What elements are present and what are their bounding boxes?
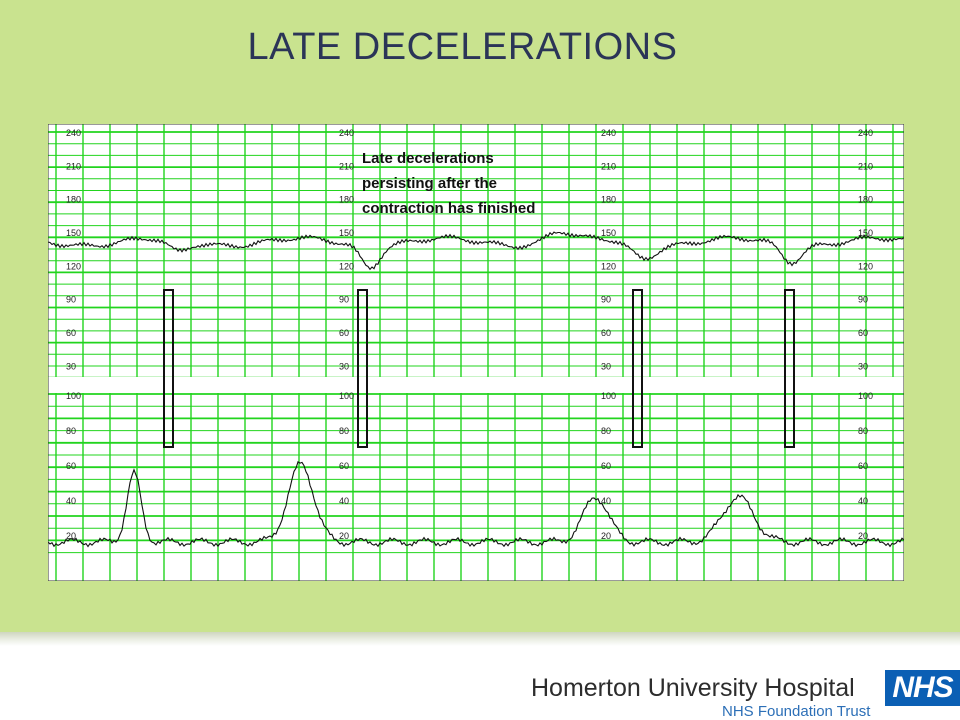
fhr-scale-label: 30 — [858, 361, 868, 371]
toco-scale-label: 80 — [601, 426, 611, 436]
fhr-scale-label: 180 — [339, 195, 354, 205]
fhr-scale-label: 150 — [66, 228, 81, 238]
toco-trace — [48, 460, 904, 548]
ctg-paper — [48, 124, 904, 581]
fhr-scale-label: 60 — [66, 328, 76, 338]
toco-scale-label: 80 — [339, 426, 349, 436]
fhr-scale-label: 120 — [858, 261, 873, 271]
fhr-scale-label: 240 — [339, 128, 354, 138]
toco-scale-label: 40 — [66, 496, 76, 506]
toco-scale-label: 80 — [66, 426, 76, 436]
fhr-scale-label: 210 — [601, 161, 616, 171]
fhr-scale-label: 240 — [858, 128, 873, 138]
toco-scale-label: 40 — [339, 496, 349, 506]
fhr-scale-label: 180 — [858, 195, 873, 205]
toco-scale-label: 60 — [858, 461, 868, 471]
fhr-scale-label: 210 — [858, 161, 873, 171]
nhs-logo: NHS — [885, 670, 960, 706]
contraction-marker — [784, 289, 795, 448]
toco-scale-label: 80 — [858, 426, 868, 436]
fhr-scale-label: 90 — [339, 295, 349, 305]
toco-scale-label: 60 — [66, 461, 76, 471]
fhr-scale-label: 210 — [66, 161, 81, 171]
annotation-line-2: persisting after the — [362, 175, 497, 192]
fhr-scale-label: 150 — [858, 228, 873, 238]
fhr-scale-label: 30 — [601, 361, 611, 371]
footer — [0, 646, 960, 720]
hospital-name: Homerton University Hospital — [531, 674, 855, 702]
fhr-trace — [48, 231, 904, 271]
fhr-scale-label: 120 — [66, 261, 81, 271]
toco-scale-label: 100 — [601, 391, 616, 401]
trust-name: NHS Foundation Trust — [722, 703, 871, 720]
fhr-scale-label: 120 — [601, 261, 616, 271]
toco-scale-label: 60 — [601, 461, 611, 471]
toco-scale-label: 20 — [66, 531, 76, 541]
toco-scale-label: 100 — [858, 391, 873, 401]
toco-scale-label: 20 — [858, 531, 868, 541]
slide-title: LATE DECELERATIONS — [247, 26, 678, 68]
fhr-scale-label: 30 — [339, 361, 349, 371]
fhr-scale-label: 60 — [601, 328, 611, 338]
fhr-scale-label: 60 — [339, 328, 349, 338]
contraction-marker — [357, 289, 368, 448]
contraction-marker — [632, 289, 643, 448]
ctg-annotation: Late decelerations persisting after the … — [362, 150, 535, 217]
toco-scale-label: 40 — [601, 496, 611, 506]
contraction-marker — [163, 289, 174, 448]
ctg-trace-image: 240 210 180 150 120 90 60 30 100 80 60 40 20 240 210 18… — [48, 124, 904, 581]
fhr-scale-label: 120 — [339, 261, 354, 271]
annotation-line-3: contraction has finished — [362, 200, 535, 217]
toco-scale-label: 20 — [339, 531, 349, 541]
fhr-scale-label: 240 — [601, 128, 616, 138]
fhr-scale-label: 240 — [66, 128, 81, 138]
fhr-scale-label: 90 — [858, 295, 868, 305]
toco-scale-label: 40 — [858, 496, 868, 506]
paper-gap — [48, 377, 904, 393]
fhr-scale-label: 150 — [339, 228, 354, 238]
toco-scale-label: 100 — [66, 391, 81, 401]
fhr-scale-label: 180 — [66, 195, 81, 205]
fhr-scale-label: 150 — [601, 228, 616, 238]
ctg-svg: 240 210 180 150 120 90 60 30 100 80 60 40 20 240 210 18… — [48, 124, 904, 581]
fhr-scale-label: 90 — [66, 295, 76, 305]
fhr-scale-label: 60 — [858, 328, 868, 338]
annotation-line-1: Late decelerations — [362, 150, 494, 167]
fhr-scale-label: 210 — [339, 161, 354, 171]
footer-divider — [0, 632, 960, 646]
toco-scale-label: 100 — [339, 391, 354, 401]
toco-scale-label: 60 — [339, 461, 349, 471]
toco-scale-label: 20 — [601, 531, 611, 541]
fhr-scale-label: 30 — [66, 361, 76, 371]
fhr-scale-label: 180 — [601, 195, 616, 205]
fhr-scale-label: 90 — [601, 295, 611, 305]
